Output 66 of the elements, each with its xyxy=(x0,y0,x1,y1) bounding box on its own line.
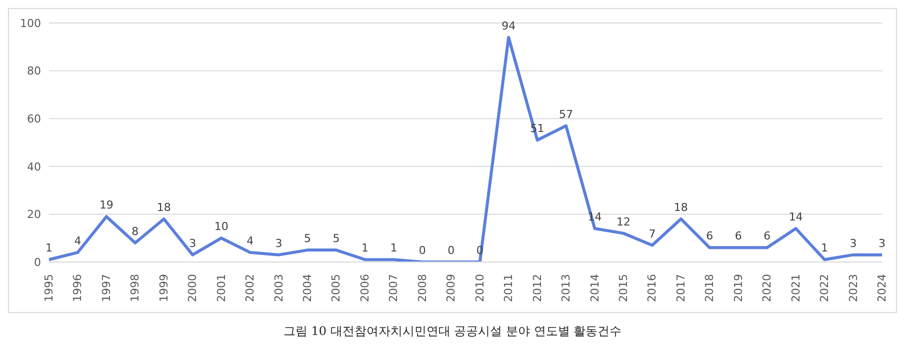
data-label: 0 xyxy=(448,244,455,257)
data-label: 1 xyxy=(390,242,398,255)
x-tick-label: 2003 xyxy=(272,274,286,302)
caption: 그림 10 대전참여자치시민연대 공공시설 분야 연도별 활동건수 xyxy=(282,323,623,340)
y-tick-label: 40 xyxy=(27,160,41,174)
data-label: 5 xyxy=(304,232,312,246)
data-label: 1 xyxy=(46,242,52,255)
data-label: 14 xyxy=(788,210,803,224)
x-tick-label: 1995 xyxy=(42,274,56,302)
data-label: 18 xyxy=(156,200,171,214)
x-tick-label: 2005 xyxy=(330,274,343,302)
x-tick-label: 2024 xyxy=(876,274,888,302)
data-label: 5 xyxy=(332,232,340,246)
x-tick-label: 2019 xyxy=(732,274,745,302)
x-tick-label: 2011 xyxy=(502,274,516,302)
x-tick-label: 2023 xyxy=(846,274,860,302)
x-tick-label: 2021 xyxy=(789,274,802,302)
data-label: 6 xyxy=(764,230,771,243)
y-tick-label: 0 xyxy=(34,256,41,269)
y-tick-label: 20 xyxy=(27,208,41,222)
x-tick-label: 2010 xyxy=(473,274,486,302)
x-tick-label: 2002 xyxy=(244,274,257,302)
data-label: 1 xyxy=(361,242,368,255)
data-label: 10 xyxy=(214,220,228,234)
data-label: 4 xyxy=(246,234,254,248)
x-tick-label: 2007 xyxy=(387,274,400,302)
data-label: 3 xyxy=(275,236,282,250)
x-tick-label: 2013 xyxy=(560,274,573,302)
x-tick-label: 2012 xyxy=(530,274,544,302)
x-tick-label: 2006 xyxy=(358,274,372,302)
x-tick-label: 2001 xyxy=(214,274,228,302)
x-tick-label: 1998 xyxy=(128,274,142,302)
x-tick-label: 2016 xyxy=(646,274,659,302)
y-tick-label: 60 xyxy=(27,112,41,126)
data-label: 1 xyxy=(821,242,828,255)
data-label: 0 xyxy=(418,244,426,257)
data-label: 19 xyxy=(99,198,114,212)
x-tick-label: 2015 xyxy=(616,274,630,302)
data-label: 8 xyxy=(132,224,139,238)
data-label: 94 xyxy=(502,19,516,32)
data-label: 4 xyxy=(74,234,82,248)
data-label: 57 xyxy=(559,108,574,121)
data-label: 0 xyxy=(476,244,484,257)
x-tick-label: 2009 xyxy=(444,274,458,302)
y-tick-label: 100 xyxy=(20,16,41,30)
data-label: 3 xyxy=(189,236,196,250)
x-tick-label: 2017 xyxy=(674,274,688,302)
data-label: 3 xyxy=(878,236,886,250)
x-tick-label: 2004 xyxy=(301,274,314,302)
data-label: 18 xyxy=(674,200,688,214)
x-tick-label: 1996 xyxy=(71,274,84,302)
line-series xyxy=(48,36,884,262)
x-tick-label: 1997 xyxy=(100,274,113,302)
x-tick-label: 2000 xyxy=(186,274,200,302)
data-label: 12 xyxy=(616,215,630,228)
x-tick-label: 1999 xyxy=(157,274,170,302)
x-tick-label: 2020 xyxy=(760,274,774,302)
data-label: 7 xyxy=(648,227,656,240)
y-tick-label: 80 xyxy=(27,64,41,78)
x-tick-label: 2018 xyxy=(703,274,716,302)
x-tick-label: 2014 xyxy=(588,274,602,302)
x-tick-label: 2022 xyxy=(818,274,832,302)
data-label: 6 xyxy=(734,230,742,243)
data-label: 6 xyxy=(706,230,714,243)
data-label: 3 xyxy=(850,236,857,250)
x-tick-label: 2008 xyxy=(416,274,429,302)
